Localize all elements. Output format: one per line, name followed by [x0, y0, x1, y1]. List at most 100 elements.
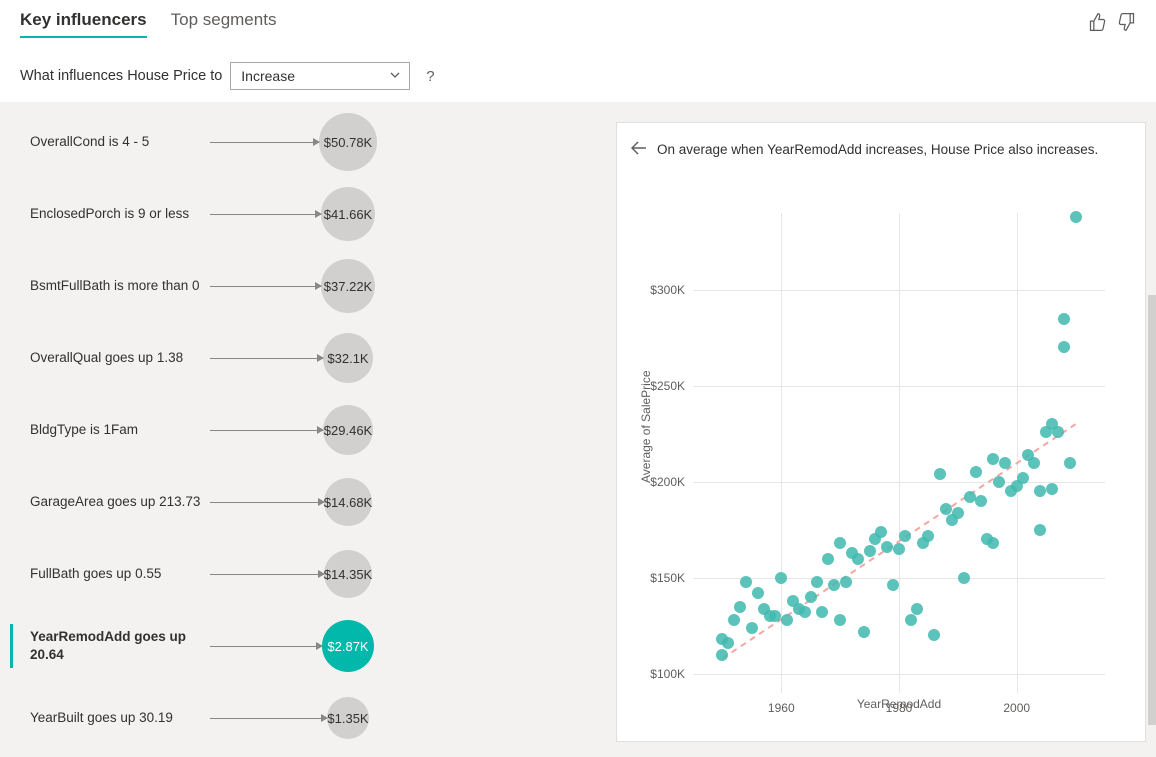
help-icon[interactable]: ?	[426, 68, 434, 85]
data-point[interactable]	[1052, 426, 1064, 438]
data-point[interactable]	[728, 614, 740, 626]
data-point[interactable]	[922, 530, 934, 542]
influencer-bubble[interactable]: $50.78K	[319, 113, 377, 171]
data-point[interactable]	[840, 576, 852, 588]
data-point[interactable]	[1028, 457, 1040, 469]
data-point[interactable]	[816, 606, 828, 618]
data-point[interactable]	[940, 503, 952, 515]
influencer-label: EnclosedPorch is 9 or less	[16, 205, 210, 223]
influencer-connector	[210, 358, 323, 359]
data-point[interactable]	[881, 541, 893, 553]
data-point[interactable]	[970, 466, 982, 478]
influencer-row[interactable]: FullBath goes up 0.55 $14.35K	[0, 538, 606, 610]
influencer-row[interactable]: BldgType is 1Fam $29.46K	[0, 394, 606, 466]
data-point[interactable]	[781, 614, 793, 626]
data-point[interactable]	[734, 601, 746, 613]
data-point[interactable]	[769, 610, 781, 622]
influencer-row[interactable]: OverallQual goes up 1.38 $32.1K	[0, 322, 606, 394]
data-point[interactable]	[858, 626, 870, 638]
y-tick-label: $150K	[650, 571, 685, 585]
influencer-bubble[interactable]: $37.22K	[321, 259, 375, 313]
data-point[interactable]	[1017, 472, 1029, 484]
influencer-bubble[interactable]: $32.1K	[323, 333, 373, 383]
influencer-bubble[interactable]: $2.87K	[322, 620, 374, 672]
data-point[interactable]	[799, 606, 811, 618]
data-point[interactable]	[746, 622, 758, 634]
data-point[interactable]	[993, 476, 1005, 488]
data-point[interactable]	[852, 553, 864, 565]
direction-dropdown[interactable]: Increase	[230, 62, 410, 90]
influencer-label: FullBath goes up 0.55	[16, 565, 210, 583]
data-point[interactable]	[1046, 483, 1058, 495]
influencer-bubble[interactable]: $14.68K	[324, 478, 372, 526]
data-point[interactable]	[1070, 211, 1082, 223]
data-point[interactable]	[1034, 485, 1046, 497]
data-point[interactable]	[716, 649, 728, 661]
data-point[interactable]	[899, 530, 911, 542]
influencer-row[interactable]: GarageArea goes up 213.73 $14.68K	[0, 466, 606, 538]
gridline	[899, 213, 900, 693]
tab-key-influencers[interactable]: Key influencers	[20, 10, 147, 38]
influencer-row[interactable]: YearRemodAdd goes up 20.64$2.87K	[0, 610, 606, 682]
data-point[interactable]	[834, 537, 846, 549]
influencer-row[interactable]: YearBuilt goes up 30.19 $1.35K	[0, 682, 606, 754]
data-point[interactable]	[999, 457, 1011, 469]
data-point[interactable]	[975, 495, 987, 507]
data-point[interactable]	[952, 507, 964, 519]
data-point[interactable]	[893, 543, 905, 555]
data-point[interactable]	[958, 572, 970, 584]
influencer-connector	[210, 214, 321, 215]
data-point[interactable]	[928, 629, 940, 641]
data-point[interactable]	[805, 591, 817, 603]
dropdown-value: Increase	[241, 68, 295, 84]
influencer-label: BldgType is 1Fam	[16, 421, 210, 439]
data-point[interactable]	[911, 603, 923, 615]
tab-top-segments[interactable]: Top segments	[171, 10, 277, 38]
data-point[interactable]	[1034, 524, 1046, 536]
influencer-row[interactable]: OverallCond is 4 - 5$50.78K	[0, 106, 606, 178]
x-tick-label: 1960	[768, 701, 795, 715]
data-point[interactable]	[1064, 457, 1076, 469]
data-point[interactable]	[905, 614, 917, 626]
scrollbar[interactable]	[1148, 295, 1156, 725]
influencer-bubble[interactable]: $29.46K	[323, 405, 373, 455]
data-point[interactable]	[811, 576, 823, 588]
influencer-row[interactable]: BsmtFullBath is more than 0 $37.22K	[0, 250, 606, 322]
data-point[interactable]	[828, 579, 840, 591]
thumbs-down-icon[interactable]	[1116, 12, 1136, 37]
influencer-connector	[210, 718, 327, 719]
influencer-label: OverallQual goes up 1.38	[16, 349, 210, 367]
influencer-bubble[interactable]: $41.66K	[321, 187, 375, 241]
influencer-bubble[interactable]: $1.35K	[327, 697, 369, 739]
data-point[interactable]	[1058, 341, 1070, 353]
data-point[interactable]	[1058, 313, 1070, 325]
data-point[interactable]	[987, 537, 999, 549]
thumbs-up-icon[interactable]	[1088, 12, 1108, 37]
data-point[interactable]	[864, 545, 876, 557]
influencer-bubble[interactable]: $14.35K	[324, 550, 372, 598]
gridline	[693, 578, 1105, 579]
gridline	[693, 386, 1105, 387]
data-point[interactable]	[822, 553, 834, 565]
data-point[interactable]	[964, 491, 976, 503]
influencer-connector	[210, 502, 324, 503]
scatter-plot: YearRemodAdd 196019802000$100K$150K$200K…	[693, 213, 1105, 713]
data-point[interactable]	[775, 572, 787, 584]
gridline	[1017, 213, 1018, 693]
data-point[interactable]	[875, 526, 887, 538]
data-point[interactable]	[934, 468, 946, 480]
back-arrow-icon[interactable]	[631, 141, 647, 158]
influencer-label: GarageArea goes up 213.73	[16, 493, 210, 511]
data-point[interactable]	[722, 637, 734, 649]
gridline	[693, 290, 1105, 291]
data-point[interactable]	[987, 453, 999, 465]
chart-title-text: On average when YearRemodAdd increases, …	[657, 142, 1098, 157]
data-point[interactable]	[752, 587, 764, 599]
influencer-row[interactable]: EnclosedPorch is 9 or less $41.66K	[0, 178, 606, 250]
data-point[interactable]	[834, 614, 846, 626]
data-point[interactable]	[740, 576, 752, 588]
influencer-label: BsmtFullBath is more than 0	[16, 277, 210, 295]
influencer-label: YearBuilt goes up 30.19	[16, 709, 210, 727]
influencers-list: OverallCond is 4 - 5$50.78KEnclosedPorch…	[0, 102, 606, 757]
data-point[interactable]	[887, 579, 899, 591]
